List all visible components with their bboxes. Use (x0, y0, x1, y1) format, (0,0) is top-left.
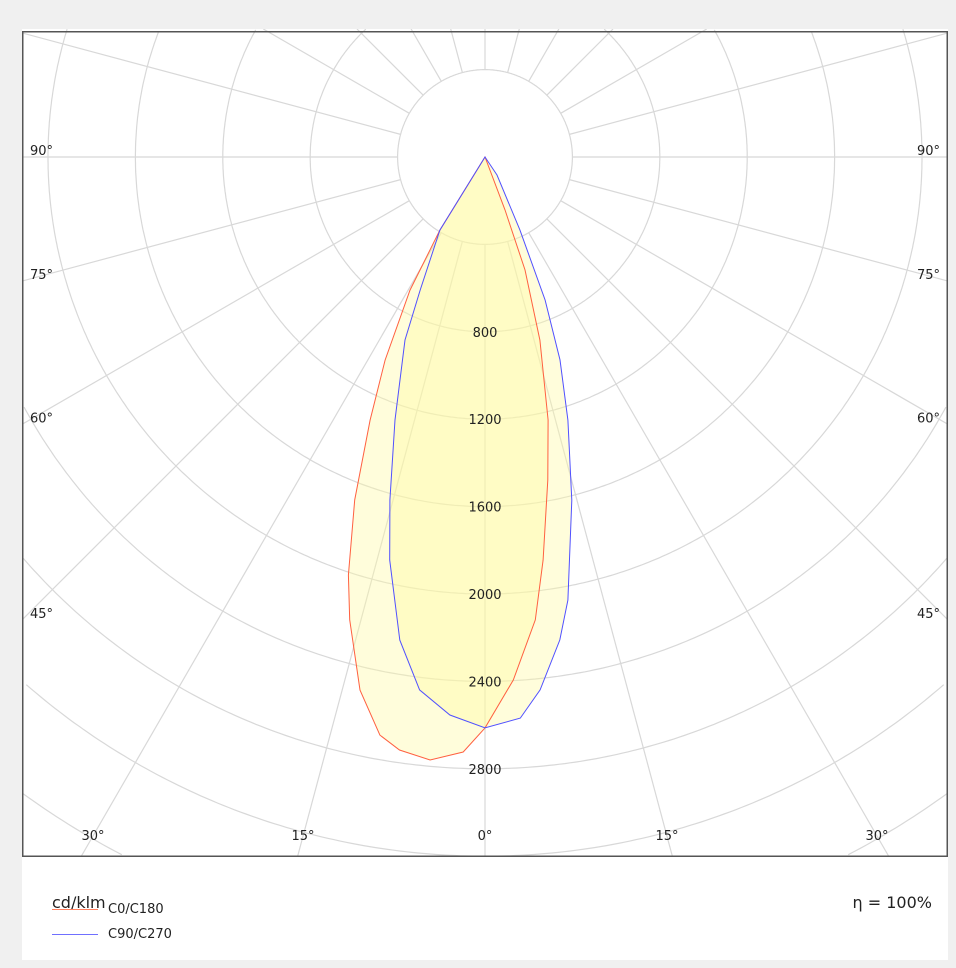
grid-ray (569, 32, 948, 135)
legend-swatch (52, 909, 98, 910)
angle-tick-label-left: 45° (30, 607, 53, 622)
grid-circle (810, 31, 836, 157)
grid-ray (410, 29, 442, 82)
angle-tick-label-bottom: 0° (478, 829, 493, 844)
grid-ray (546, 218, 948, 621)
radial-tick-label: 2000 (468, 588, 501, 603)
angle-tick-label-bottom: 15° (291, 829, 314, 844)
grid-ray (80, 232, 442, 857)
angle-tick-label-right: 75° (917, 268, 940, 283)
angle-tick-label-left: 75° (30, 268, 53, 283)
legend-label: C90/C270 (108, 927, 172, 942)
radial-tick-label: 800 (473, 326, 498, 341)
radial-tick-label: 1200 (468, 413, 501, 428)
grid-ray (507, 29, 520, 73)
grid-ray (262, 29, 410, 114)
angle-tick-label-left: 90° (30, 144, 53, 159)
grid-circle (713, 29, 748, 157)
plot-area: 800 1200 1600 2000 2400 2800 90° 90° 75° 75° 60° 60… (22, 29, 948, 857)
angle-tick-label-bottom: 30° (81, 829, 104, 844)
radial-tick-label: 2800 (468, 763, 501, 778)
grid-circle (222, 29, 748, 420)
efficiency-label: η = 100% (852, 893, 932, 912)
grid-circle (847, 792, 948, 856)
legend-label: C0/C180 (108, 902, 164, 917)
grid-ray (356, 29, 424, 96)
grid-ray (22, 32, 401, 135)
angle-tick-label-bottom: 30° (865, 829, 888, 844)
grid-ray (22, 200, 410, 425)
series-line-C90-C270 (389, 156, 573, 729)
angle-tick-label-bottom: 15° (655, 829, 678, 844)
legend-swatch (52, 934, 98, 935)
grid-circle (22, 792, 123, 856)
grid-ray (528, 232, 890, 857)
series-fill-C90-C270 (389, 157, 572, 728)
angle-tick-label-right: 90° (917, 144, 940, 159)
grid-ray (296, 241, 463, 857)
radial-tick-label: 2400 (468, 675, 501, 690)
plot-frame (22, 31, 948, 857)
grid-ray (560, 29, 708, 114)
grid-circle (603, 29, 661, 157)
grid-circle (902, 29, 923, 157)
grid-circle (309, 29, 661, 333)
legend-item-c0: C0/C180 (52, 902, 164, 917)
grid-ray (22, 179, 401, 282)
grid-circle (134, 31, 836, 508)
radial-tick-label: 1600 (468, 501, 501, 516)
grid-ray (560, 200, 948, 425)
grid-ray (22, 218, 424, 621)
grid-circle (47, 29, 923, 595)
grid-ray (450, 29, 463, 73)
angle-tick-label-left: 60° (30, 411, 53, 426)
unit-label: cd/klm (52, 893, 106, 912)
grid-ray (546, 29, 614, 96)
series-line-C0-C180 (347, 155, 549, 761)
angle-tick-label-right: 60° (917, 411, 940, 426)
chart-panel: 800 1200 1600 2000 2400 2800 90° 90° 75° 75° 60° 60… (22, 29, 948, 960)
legend-item-c90: C90/C270 (52, 927, 172, 942)
grid-ray (528, 29, 560, 82)
grid-ray (507, 241, 674, 857)
grid-ray (569, 179, 948, 282)
series-fill-C0-C180 (348, 157, 549, 760)
angle-tick-label-right: 45° (917, 607, 940, 622)
polar-diagram: 800 1200 1600 2000 2400 2800 90° 90° 75° 75° 60° 60… (22, 29, 948, 857)
